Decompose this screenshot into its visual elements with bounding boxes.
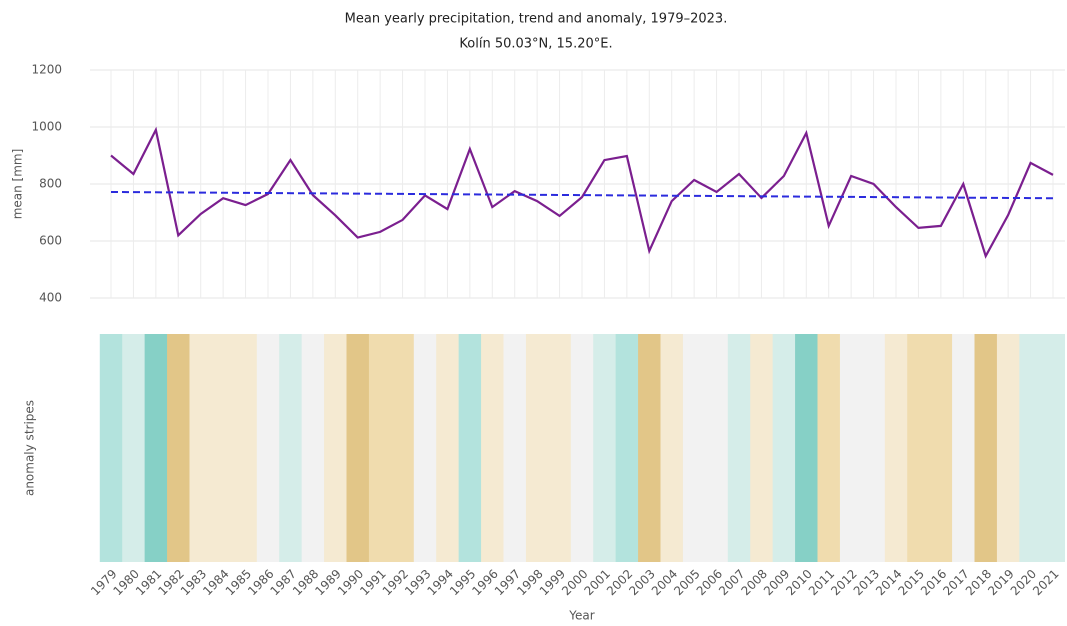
x-axis-label: Year <box>568 609 594 623</box>
anomaly-stripe <box>256 334 280 562</box>
y-tick-label: 600 <box>39 234 62 248</box>
anomaly-stripe <box>301 334 325 562</box>
stripes-label: anomaly stripes <box>23 400 37 496</box>
y-axis-label: mean [mm] <box>11 149 25 220</box>
anomaly-stripe <box>817 334 841 562</box>
anomaly-stripe <box>481 334 504 562</box>
anomaly-stripe <box>593 334 617 562</box>
x-tick-label: 2021 <box>1030 567 1061 598</box>
y-tick-label: 1000 <box>31 120 62 134</box>
anomaly-stripe <box>368 334 392 562</box>
y-tick-label: 400 <box>39 291 62 305</box>
chart-subtitle: Kolín 50.03°N, 15.20°E. <box>459 37 612 52</box>
chart-title: Mean yearly precipitation, trend and ano… <box>345 12 728 27</box>
anomaly-stripe <box>929 334 953 562</box>
anomaly-stripe <box>660 334 684 562</box>
anomaly-stripe <box>122 334 146 562</box>
anomaly-stripe <box>167 334 190 562</box>
anomaly-stripe <box>996 334 1020 562</box>
anomaly-stripe <box>525 334 549 562</box>
anomaly-stripe <box>682 334 706 562</box>
anomaly-stripe <box>750 334 774 562</box>
anomaly-stripe <box>570 334 594 562</box>
anomaly-stripe <box>1041 334 1065 562</box>
anomaly-stripe <box>413 334 437 562</box>
anomaly-stripe <box>189 334 213 562</box>
anomaly-stripe <box>638 334 661 562</box>
anomaly-stripe <box>952 334 975 562</box>
anomaly-stripe <box>324 334 347 562</box>
anomaly-stripe <box>727 334 751 562</box>
anomaly-stripe <box>772 334 796 562</box>
anomaly-stripe <box>346 334 370 562</box>
anomaly-stripe <box>615 334 639 562</box>
anomaly-stripe <box>503 334 527 562</box>
anomaly-stripe <box>884 334 908 562</box>
anomaly-stripe <box>705 334 729 562</box>
anomaly-stripe <box>279 334 303 562</box>
anomaly-stripe <box>1019 334 1043 562</box>
anomaly-stripe <box>391 334 415 562</box>
y-tick-label: 800 <box>39 177 62 191</box>
anomaly-stripe <box>974 334 998 562</box>
anomaly-stripe <box>234 334 258 562</box>
y-tick-label: 1200 <box>31 63 62 77</box>
anomaly-stripe <box>144 334 168 562</box>
anomaly-stripe <box>211 334 235 562</box>
anomaly-stripe <box>862 334 886 562</box>
anomaly-stripe <box>907 334 931 562</box>
anomaly-stripe <box>436 334 460 562</box>
anomaly-stripe <box>795 334 818 562</box>
anomaly-stripe <box>548 334 572 562</box>
anomaly-stripe <box>839 334 863 562</box>
anomaly-stripe <box>458 334 482 562</box>
trend-line <box>110 190 1054 200</box>
anomaly-stripe <box>99 334 123 562</box>
